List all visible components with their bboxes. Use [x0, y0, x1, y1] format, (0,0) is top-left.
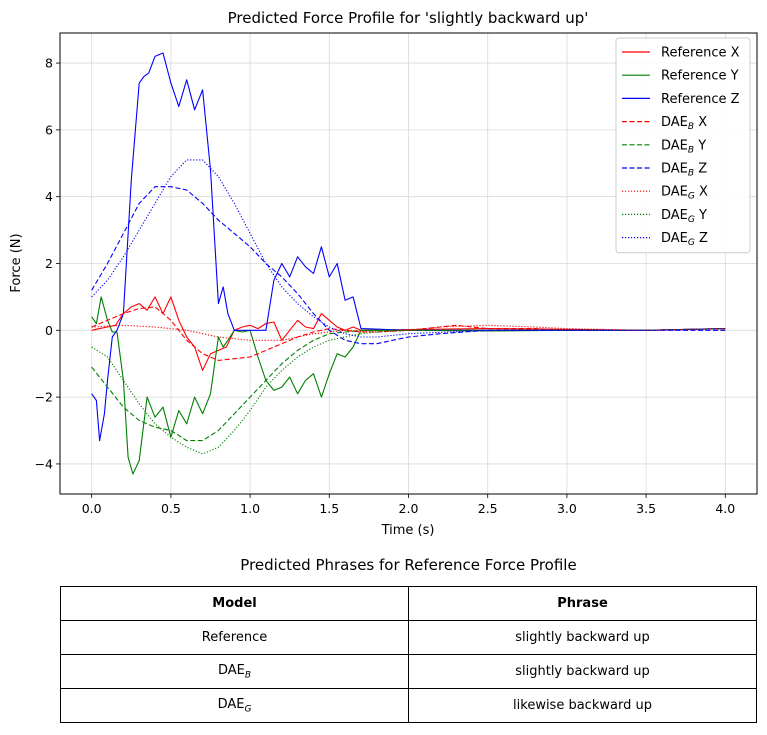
- series-line-6: [91, 324, 726, 341]
- legend-box: [615, 37, 751, 254]
- chart-title: Predicted Force Profile for 'slightly ba…: [228, 9, 589, 27]
- table-header-row: Model Phrase: [60, 586, 757, 621]
- x-tick-label-0: 0.0: [82, 501, 102, 516]
- cell-phrase: slightly backward up: [408, 654, 757, 689]
- legend-label-4: DAEB Y: [661, 138, 706, 155]
- series-line-5: [91, 186, 726, 345]
- y-tick-label-2: 0: [45, 323, 53, 338]
- y-tick-label-6: 8: [45, 56, 53, 71]
- cell-model: DAEB: [60, 654, 409, 689]
- x-tick-label-3: 1.5: [319, 501, 339, 516]
- series-line-4: [91, 328, 726, 442]
- series-line-7: [91, 328, 726, 455]
- cell-model: Reference: [60, 620, 409, 655]
- x-tick-label-8: 4.0: [715, 501, 735, 516]
- table-row: Reference slightly backward up: [60, 620, 757, 655]
- table-row: DAEB slightly backward up: [60, 654, 757, 689]
- axis-ticks: 0.0 0.5 1.0 1.5 2.0 2.5 3.0 3.5 4.0 −4 −2 0 2 4 6 8: [35, 56, 736, 516]
- table-row: DAEG likewise backward up: [60, 688, 757, 723]
- y-tick-label-5: 6: [45, 122, 53, 137]
- cell-phrase: slightly backward up: [408, 620, 757, 655]
- x-tick-label-5: 2.5: [478, 501, 498, 516]
- x-tick-label-1: 0.5: [161, 501, 181, 516]
- legend-label-0: Reference X: [661, 46, 740, 61]
- x-tick-label-4: 2.0: [399, 501, 419, 516]
- legend-label-6: DAEG X: [661, 185, 708, 202]
- y-tick-label-0: −4: [35, 456, 53, 471]
- legend-label-7: DAEG Y: [661, 208, 707, 225]
- series-lines: [91, 52, 726, 475]
- cell-phrase: likewise backward up: [408, 688, 757, 723]
- header-model: Model: [60, 586, 409, 621]
- y-tick-label-1: −2: [35, 390, 53, 405]
- x-tick-label-7: 3.5: [636, 501, 656, 516]
- series-line-1: [91, 296, 726, 475]
- legend-label-8: DAEG Z: [661, 231, 708, 248]
- series-line-2: [91, 52, 726, 442]
- phrases-table: Model Phrase Reference slightly backward …: [60, 586, 757, 723]
- legend-label-5: DAEB Z: [661, 162, 707, 179]
- header-phrase: Phrase: [408, 586, 757, 621]
- x-tick-label-6: 3.0: [557, 501, 577, 516]
- x-tick-label-2: 1.0: [240, 501, 260, 516]
- y-axis-label: Force (N): [9, 233, 24, 292]
- legend-label-1: Reference Y: [661, 69, 739, 84]
- cell-model: DAEG: [60, 688, 409, 723]
- series-line-8: [91, 159, 726, 338]
- table-title: Predicted Phrases for Reference Force Pr…: [240, 556, 577, 574]
- legend: Reference X Reference Y Reference Z DAEB X D…: [615, 37, 751, 254]
- legend-label-3: DAEB X: [661, 115, 707, 132]
- x-axis-label: Time (s): [381, 523, 435, 538]
- y-tick-label-3: 2: [45, 256, 53, 271]
- force-profile-chart: Predicted Force Profile for 'slightly ba…: [9, 9, 758, 538]
- legend-label-2: Reference Z: [661, 92, 740, 107]
- series-line-0: [91, 296, 726, 371]
- y-tick-label-4: 4: [45, 189, 53, 204]
